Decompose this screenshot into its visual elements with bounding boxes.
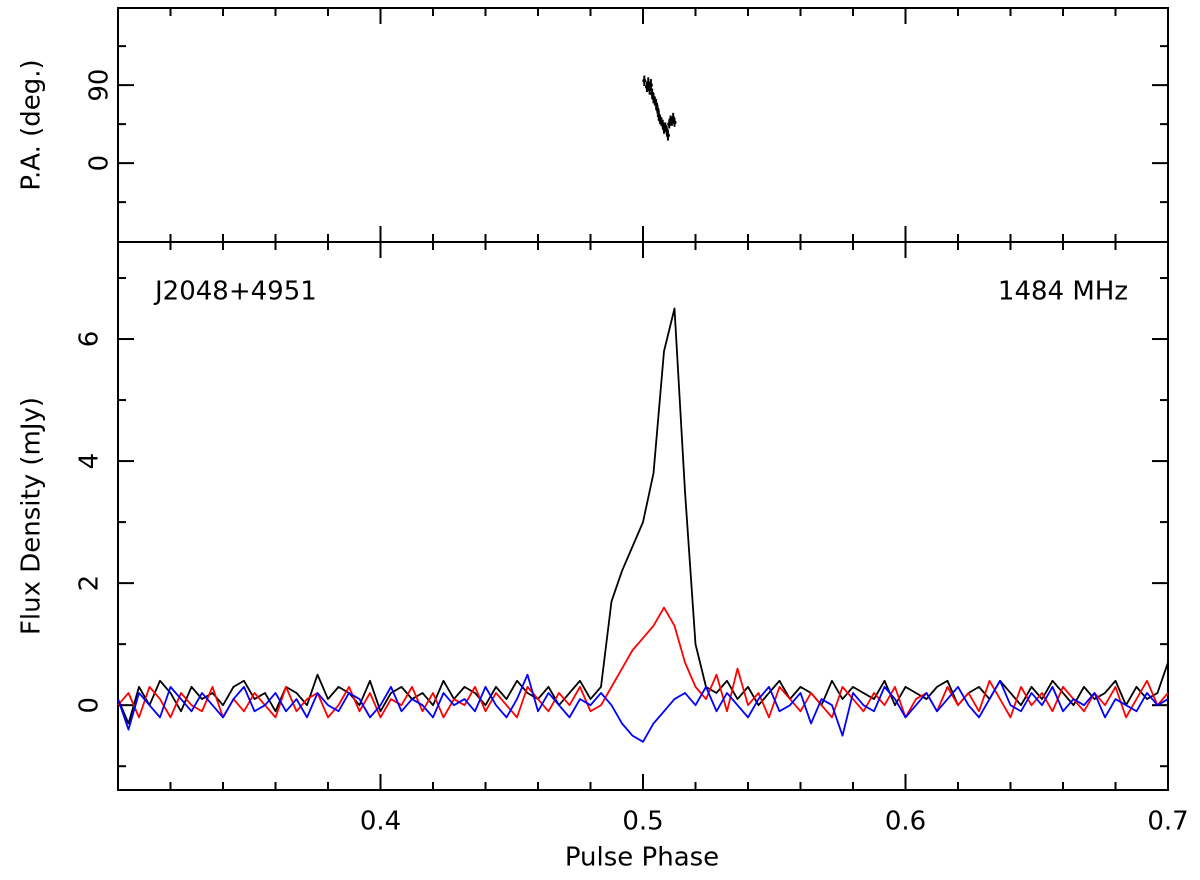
profile-line [117, 307, 1169, 725]
y-tick-label: 0 [75, 697, 105, 714]
y-tick-label: 6 [75, 331, 105, 348]
y-axis-label: P.A. (deg.) [17, 59, 47, 190]
x-tick-label: 0.4 [360, 807, 401, 837]
y-tick-label: 90 [85, 69, 115, 102]
x-axis-label: Pulse Phase [565, 843, 719, 873]
pa-point [665, 133, 670, 138]
x-tick-label: 0.7 [1147, 807, 1188, 837]
y-tick-label: 2 [75, 575, 105, 592]
annotation: 1484 MHz [998, 277, 1128, 307]
x-tick-label: 0.5 [622, 807, 663, 837]
x-tick-label: 0.6 [885, 807, 926, 837]
y-tick-label: 0 [85, 155, 115, 172]
plot-frame [117, 241, 1169, 791]
pa-point [648, 83, 653, 88]
y-axis-label: Flux Density (mJy) [17, 397, 47, 635]
plot-frame [117, 7, 1169, 243]
pa-point [642, 78, 647, 83]
annotation: J2048+4951 [153, 277, 317, 307]
pa-point [672, 120, 677, 125]
y-tick-label: 4 [75, 453, 105, 470]
profile-line [117, 673, 1169, 743]
profile-line [117, 606, 1169, 719]
